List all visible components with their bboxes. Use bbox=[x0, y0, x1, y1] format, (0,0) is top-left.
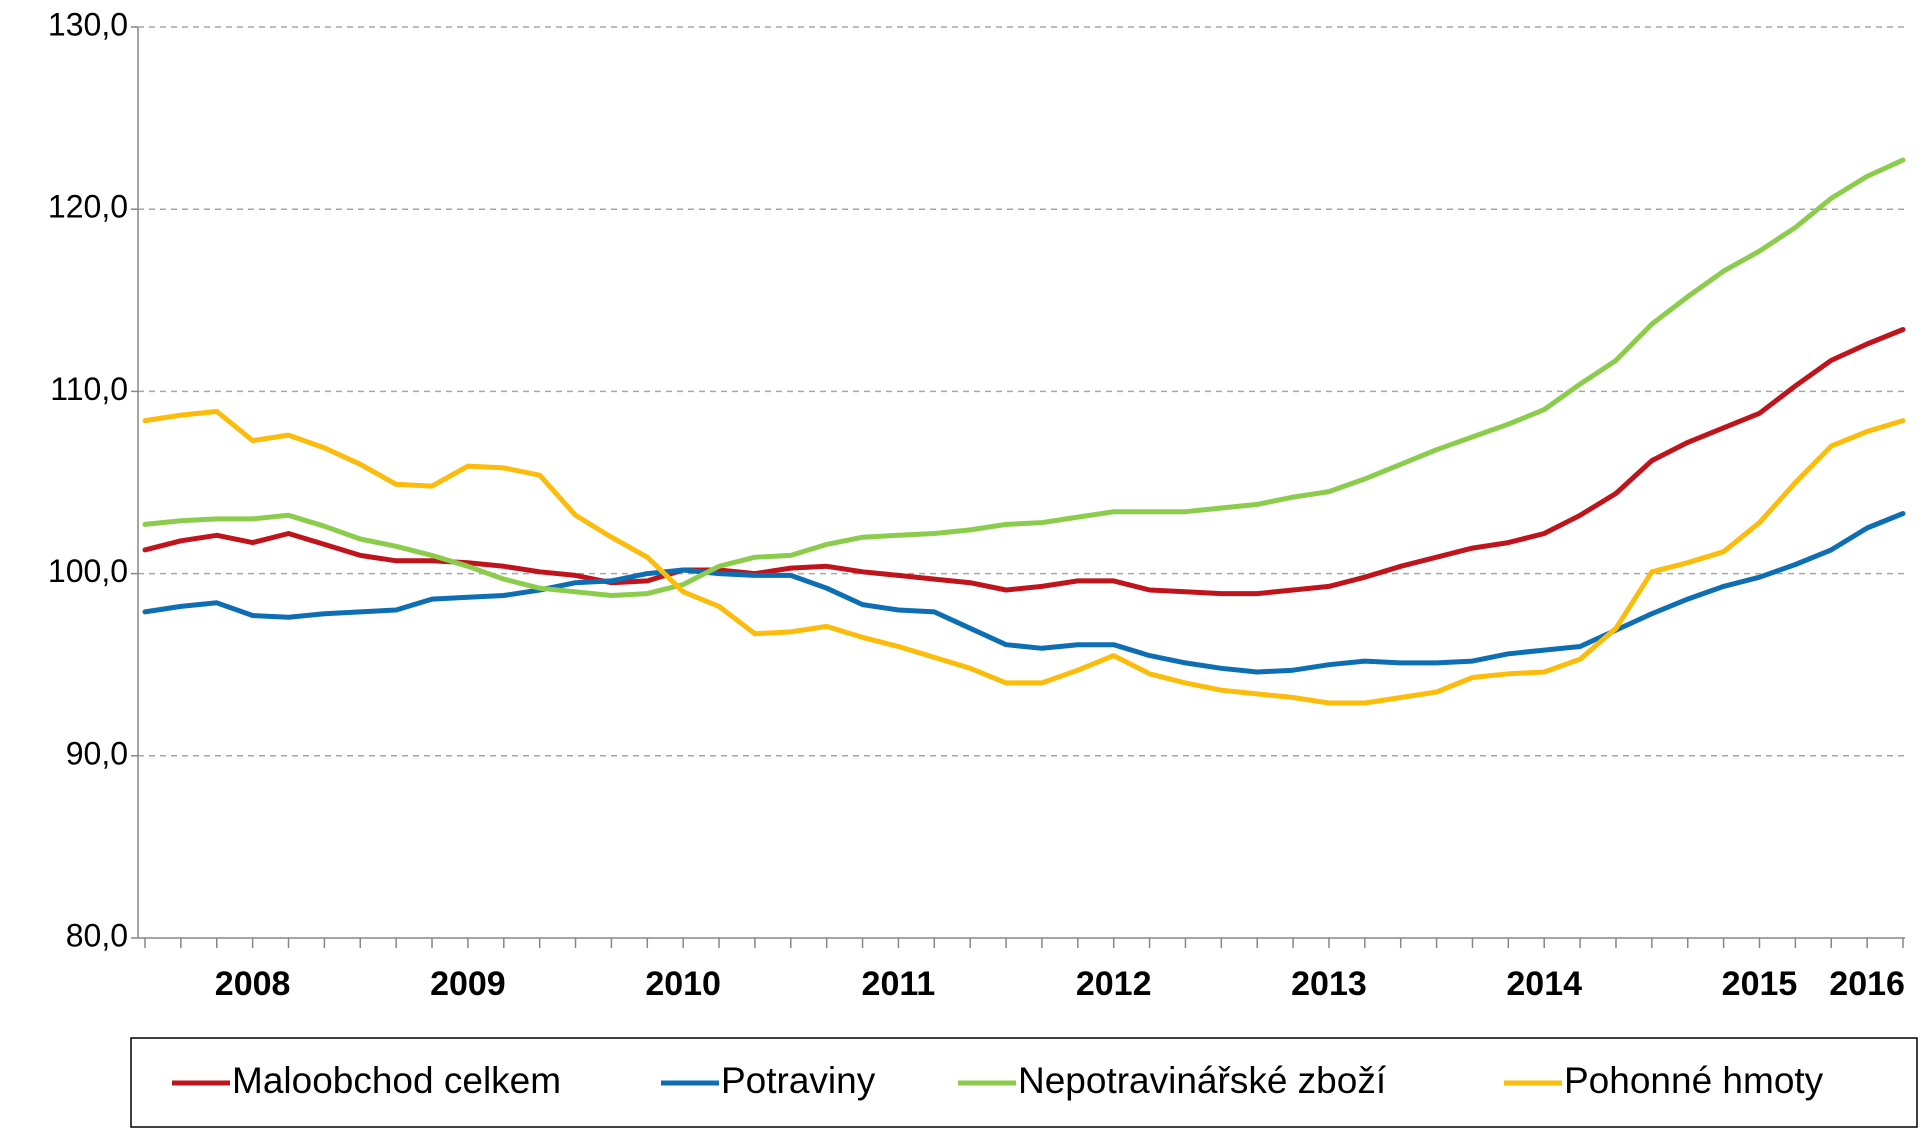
x-tick-label: 2008 bbox=[215, 965, 291, 1003]
series-line bbox=[142, 408, 1906, 706]
x-tick-label: 2015 bbox=[1722, 965, 1798, 1003]
x-tick-label: 2010 bbox=[645, 965, 721, 1003]
x-tick-label: 2016 bbox=[1829, 965, 1905, 1003]
series-line bbox=[142, 327, 1906, 597]
y-tick-label: 100,0 bbox=[48, 553, 128, 589]
y-tick-label: 90,0 bbox=[66, 735, 128, 771]
y-tick-label: 110,0 bbox=[50, 371, 128, 407]
y-tick-label: 120,0 bbox=[48, 189, 128, 225]
y-tick-label: 130,0 bbox=[48, 6, 128, 42]
legend-label: Pohonné hmoty bbox=[1564, 1060, 1824, 1101]
series-line bbox=[142, 157, 1906, 598]
legend-box bbox=[130, 1037, 1918, 1128]
legend-label: Maloobchod celkem bbox=[232, 1060, 561, 1101]
legend-label: Nepotravinářské zboží bbox=[1018, 1060, 1387, 1101]
x-tick-label: 2011 bbox=[862, 965, 936, 1003]
x-tick-label: 2014 bbox=[1506, 965, 1582, 1003]
legend-label: Potraviny bbox=[721, 1060, 876, 1101]
x-tick-label: 2013 bbox=[1291, 965, 1367, 1003]
x-tick-label: 2009 bbox=[430, 965, 506, 1003]
x-tick-label: 2012 bbox=[1076, 965, 1152, 1003]
y-tick-label: 80,0 bbox=[66, 917, 128, 953]
